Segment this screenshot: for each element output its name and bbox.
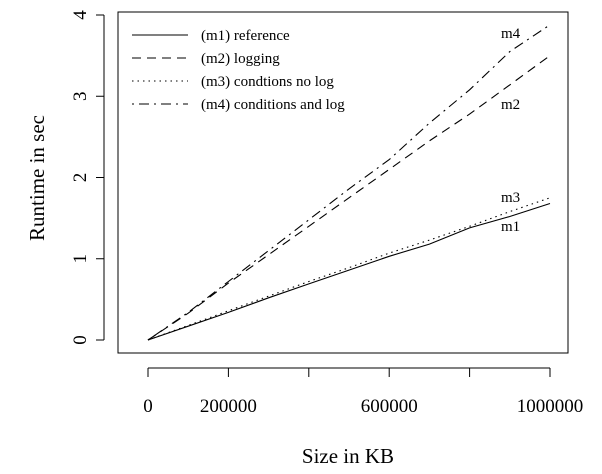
series-line-m1 — [147, 202, 551, 341]
y-tick-label: 3 — [70, 92, 91, 102]
series-end-label-m3: m3 — [501, 190, 520, 206]
series-line-m3 — [147, 197, 551, 341]
series-line-m2 — [147, 55, 551, 341]
x-axis-title: Size in KB — [302, 444, 394, 468]
series-end-label-m4: m4 — [501, 26, 521, 42]
legend-label-m3: (m3) condtions no log — [201, 74, 334, 90]
series-end-label-m2: m2 — [501, 97, 520, 113]
series-group — [147, 24, 551, 341]
x-tick-label: 600000 — [361, 396, 418, 417]
axes: 0 200000 600000 1000000 0 1 2 3 4 — [70, 10, 583, 417]
x-tick-label: 0 — [143, 396, 153, 417]
legend-label-m4: (m4) conditions and log — [201, 97, 345, 113]
series-end-labels: m1 m2 m3 m4 — [501, 26, 521, 235]
legend-label-m2: (m2) logging — [201, 51, 280, 67]
y-tick-label: 4 — [70, 10, 91, 20]
x-tick-label: 1000000 — [517, 396, 584, 417]
y-tick-label: 2 — [70, 173, 91, 183]
plot-area — [117, 11, 569, 354]
y-tick-label: 1 — [70, 254, 91, 264]
y-tick-label: 0 — [70, 335, 91, 345]
legend-label-m1: (m1) reference — [201, 28, 290, 44]
x-tick-label: 200000 — [200, 396, 257, 417]
series-end-label-m1: m1 — [501, 219, 520, 235]
plot-frame — [117, 11, 569, 354]
series-line-m4 — [147, 24, 551, 341]
legend: (m1) reference (m2) logging (m3) condtions… — [132, 28, 345, 113]
y-axis-title: Runtime in sec — [25, 115, 49, 241]
